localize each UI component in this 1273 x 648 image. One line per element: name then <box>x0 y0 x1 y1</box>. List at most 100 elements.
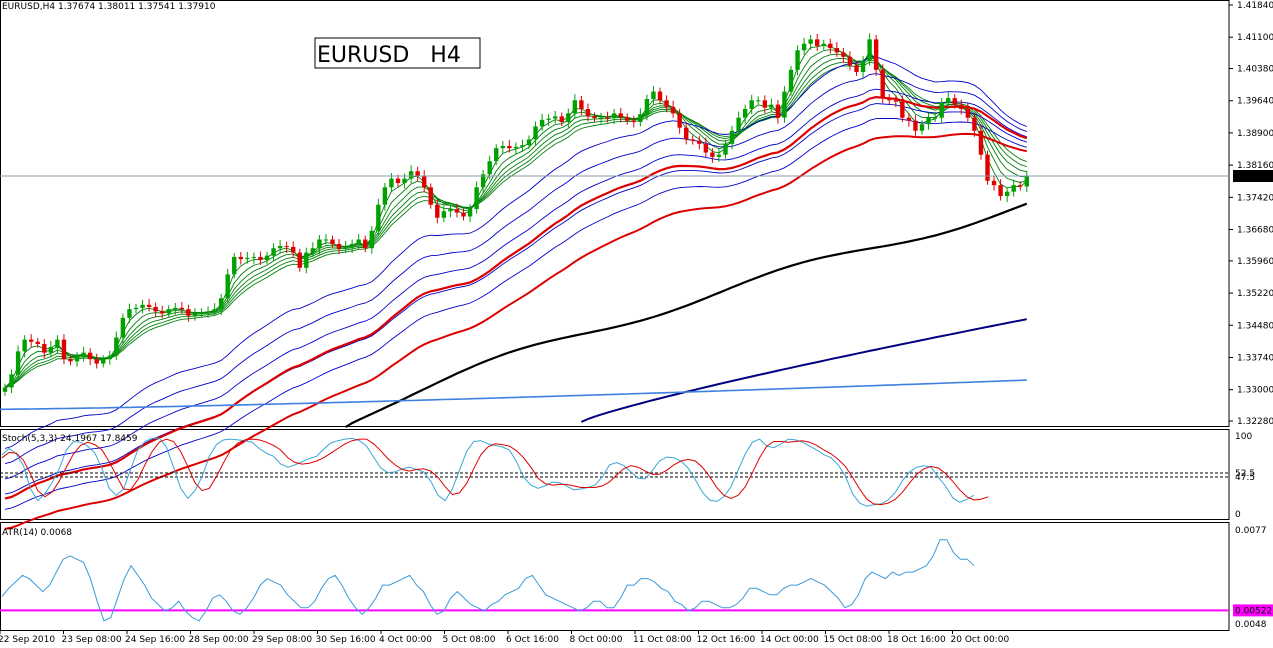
bear-candle <box>461 208 466 221</box>
bull-candle <box>127 303 132 323</box>
bull-candle <box>756 96 761 105</box>
candle-body <box>775 104 781 118</box>
candle-body <box>74 357 80 362</box>
candle-body <box>395 178 401 183</box>
bear-candle <box>854 61 859 76</box>
bull-candle <box>716 149 722 162</box>
candle-body <box>677 113 682 128</box>
candles <box>2 33 1029 396</box>
bear-candle <box>1018 181 1023 191</box>
bull-candle <box>801 37 807 55</box>
bear-candle <box>991 175 997 191</box>
price-tick-label: 1.33740 <box>1237 353 1273 363</box>
candle-body <box>991 180 997 186</box>
bull-candle <box>448 204 453 218</box>
atr-line: 0.0077 0.00522 0.0048 <box>0 526 1273 630</box>
candle-body <box>742 109 748 118</box>
candle-body <box>926 117 931 125</box>
bull-candle <box>638 108 643 127</box>
candle-body <box>670 106 676 114</box>
time-axis: 22 Sep 2010 23 Sep 08:00 24 Sep 16:00 28 Se… <box>0 630 1009 645</box>
bull-candle <box>932 111 938 123</box>
bull-candle <box>376 198 381 236</box>
bull-candle <box>520 139 525 152</box>
bull-candle <box>310 242 316 258</box>
title-box <box>314 37 481 69</box>
bear-candle <box>887 94 892 105</box>
price-axis: 1.41840 1.41100 1.40380 1.39640 1.38900 1.381… <box>0 1 1273 427</box>
bear-candle <box>336 238 342 255</box>
candle-body <box>710 152 715 157</box>
candle-body <box>146 304 152 307</box>
bull-candle <box>539 113 545 131</box>
candle-body <box>860 61 866 73</box>
bear-candle <box>258 251 263 265</box>
candle-body <box>919 124 925 131</box>
navy-ma-line <box>580 318 1027 423</box>
candle-body <box>81 352 86 358</box>
bull-candle <box>474 181 479 214</box>
bull-candle <box>467 204 473 222</box>
candle-body <box>225 274 230 299</box>
candle-body <box>317 239 322 249</box>
bull-candle <box>245 251 250 264</box>
bull-candle <box>644 94 650 121</box>
stoch-main-line <box>1 437 975 507</box>
candle-body <box>271 248 276 256</box>
bear-candle <box>68 355 73 366</box>
candle-body <box>605 117 610 119</box>
bear-candle <box>238 251 243 265</box>
candle-body <box>559 116 564 123</box>
candle-body <box>657 91 663 101</box>
bear-candle <box>146 298 152 312</box>
bear-candle <box>625 113 630 125</box>
candle-body <box>2 387 8 392</box>
price-tick-label: 1.37420 <box>1237 193 1273 203</box>
bull-candle <box>749 94 754 114</box>
atr-label: ATR(14) 0.0068 <box>2 528 72 538</box>
candle-body <box>107 355 112 360</box>
candle-body <box>664 100 669 107</box>
bull-candle <box>598 112 604 124</box>
stoch-pane-frame <box>0 429 1230 520</box>
bear-candle <box>631 115 636 128</box>
bear-candle <box>422 170 427 193</box>
blue-ma-line <box>4 73 1027 465</box>
bear-candle <box>153 302 158 318</box>
atr-tick-label: 0.0077 <box>1235 526 1267 536</box>
candle-body <box>487 161 492 175</box>
candle-body <box>546 118 551 120</box>
candle-body <box>867 39 872 62</box>
candle-body <box>48 347 54 353</box>
candle-body <box>389 178 394 188</box>
candle-body <box>801 43 807 51</box>
bear-candle <box>284 241 289 253</box>
current-price-label: 1.37910 <box>1237 172 1273 182</box>
candle-body <box>376 204 381 231</box>
candle-body <box>94 359 99 364</box>
bear-candle <box>762 95 767 114</box>
candle-body <box>428 187 433 205</box>
bear-candle <box>985 150 990 185</box>
bear-candle <box>677 108 682 134</box>
candle-body <box>402 178 407 183</box>
candle-body <box>847 56 853 66</box>
bull-candle <box>480 169 486 194</box>
bear-candle <box>160 305 165 319</box>
bull-candle <box>566 108 571 128</box>
candle-body <box>932 117 938 119</box>
candle-body <box>435 204 440 218</box>
time-tick-label: 23 Sep 08:00 <box>62 635 122 645</box>
candle-body <box>441 211 447 218</box>
stochastic-lines: 100 52.547.5 0 <box>0 432 1255 520</box>
bear-candle <box>775 100 781 124</box>
bull-candle <box>369 225 374 254</box>
candle-body <box>166 309 171 314</box>
bull-candle <box>205 306 211 318</box>
bear-candle <box>815 33 820 51</box>
candle-body <box>343 246 348 249</box>
atr-tick-label: 0.0048 <box>1235 620 1267 630</box>
bull-candle <box>919 120 925 135</box>
bull-candle <box>2 383 8 396</box>
